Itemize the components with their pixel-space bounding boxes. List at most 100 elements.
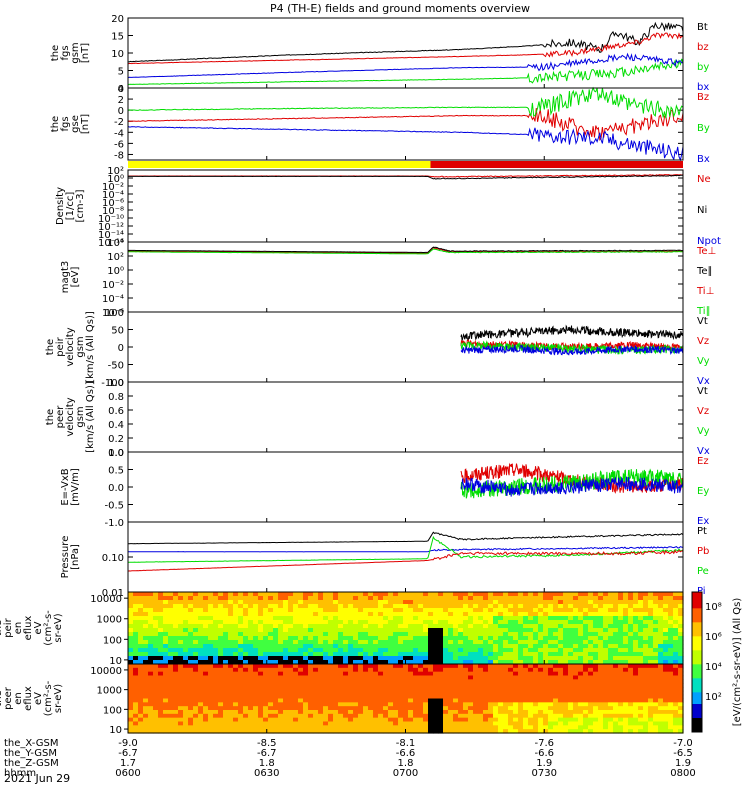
y-tick-label: 1.0: [108, 448, 124, 459]
spectrogram-cell: [538, 671, 544, 677]
spectrogram-cell: [188, 698, 194, 703]
spectrogram-cell: [673, 671, 679, 677]
spectrogram-cell: [468, 729, 474, 734]
spectrogram-cell: [673, 725, 679, 730]
spectrogram-cell: [198, 652, 204, 657]
spectrogram-cell: [348, 596, 354, 601]
spectrogram-cell: [443, 648, 449, 653]
spectrogram-cell: [358, 694, 364, 700]
spectrogram-cell: [598, 600, 604, 605]
spectrogram-cell: [523, 671, 529, 677]
spectrogram-cell: [393, 616, 399, 621]
spectrogram-cell: [468, 683, 474, 688]
spectrogram-cell: [393, 644, 399, 649]
spectrogram-cell: [588, 664, 594, 669]
spectrogram-cell: [633, 702, 639, 707]
spectrogram-cell: [208, 694, 214, 700]
spectrogram-cell: [563, 710, 569, 715]
spectrogram-cell: [308, 608, 314, 613]
spectrogram-cell: [368, 683, 374, 688]
spectrogram-cell: [598, 648, 604, 653]
spectrogram-cell: [158, 652, 164, 657]
spectrogram-cell: [618, 717, 624, 723]
spectrogram-cell: [608, 683, 614, 688]
spectrogram-cell: [663, 729, 669, 734]
spectrogram-cell: [523, 683, 529, 688]
spectrogram-cell: [188, 729, 194, 734]
spectrogram-cell: [663, 644, 669, 649]
spectrogram-cell: [278, 628, 284, 633]
x-axis-row-value: -8.5: [257, 738, 277, 749]
spectrogram-cell: [588, 687, 594, 692]
spectrogram-cell: [438, 640, 444, 645]
spectrogram-cell: [168, 706, 174, 711]
spectrogram-cell: [193, 721, 199, 726]
spectrogram-cell: [553, 624, 559, 629]
spectrogram-cell: [373, 604, 379, 609]
spectrogram-cell: [653, 632, 659, 637]
spectrogram-cell: [348, 710, 354, 715]
spectrogram-cell: [183, 592, 189, 597]
spectrogram-cell: [333, 632, 339, 637]
spectrogram-cell: [448, 706, 454, 711]
spectrogram-cell: [413, 608, 419, 613]
spectrogram-cell: [303, 628, 309, 633]
legend-entry: bz: [697, 42, 709, 53]
spectrogram-cell: [218, 706, 224, 711]
spectrogram-cell: [618, 624, 624, 629]
spectrogram-cell: [468, 600, 474, 605]
spectrogram-cell: [498, 698, 504, 703]
spectrogram-cell: [543, 717, 549, 723]
spectrogram-cell: [338, 636, 344, 641]
spectrogram-cell: [153, 608, 159, 613]
spectrogram-cell: [383, 698, 389, 703]
spectrogram-cell: [158, 596, 164, 601]
spectrogram-cell: [313, 624, 319, 629]
spectrogram-cell: [598, 612, 604, 617]
spectrogram-cell: [498, 648, 504, 653]
spectrogram-cell: [148, 679, 154, 684]
spectrogram-cell: [293, 721, 299, 726]
spectrogram-cell: [558, 675, 564, 680]
spectrogram-cell: [183, 664, 189, 669]
spectrogram-cell: [233, 667, 239, 673]
spectrogram-cell: [213, 644, 219, 649]
spectrogram-cell: [148, 660, 154, 665]
spectrogram-cell: [498, 612, 504, 617]
y-tick-label: 0: [118, 84, 124, 95]
spectrogram-cell: [233, 717, 239, 723]
spectrogram-cell: [188, 679, 194, 684]
spectrogram-cell: [403, 592, 409, 597]
spectrogram-cell: [228, 628, 234, 633]
spectrogram-cell: [583, 608, 589, 613]
spectrogram-cell: [393, 698, 399, 703]
spectrogram-cell: [258, 636, 264, 641]
spectrogram-cell: [668, 710, 674, 715]
legend-entry: by: [697, 62, 709, 73]
x-axis-row-value: 0730: [532, 768, 557, 779]
spectrogram-cell: [528, 652, 534, 657]
spectrogram-cell: [433, 616, 439, 621]
spectrogram-cell: [438, 694, 444, 700]
spectrogram-cell: [248, 679, 254, 684]
spectrogram-cell: [648, 702, 654, 707]
spectrogram-cell: [303, 710, 309, 715]
spectrogram-cell: [168, 644, 174, 649]
spectrogram-cell: [458, 679, 464, 684]
spectrogram-cell: [148, 636, 154, 641]
spectrogram-cell: [338, 656, 344, 661]
spectrogram-cell: [368, 620, 374, 625]
y-tick-label: 50: [111, 326, 124, 337]
spectrogram-cell: [258, 628, 264, 633]
spectrogram-cell: [338, 628, 344, 633]
spectrogram-cell: [648, 616, 654, 621]
spectrogram-cell: [223, 713, 229, 719]
spectrogram-cell: [248, 690, 254, 696]
spectrogram-cell: [323, 694, 329, 700]
spectrogram-cell: [613, 664, 619, 669]
spectrogram-cell: [168, 675, 174, 680]
spectrogram-cell: [308, 640, 314, 645]
spectrogram-cell: [528, 702, 534, 707]
spectrogram-cell: [413, 713, 419, 719]
